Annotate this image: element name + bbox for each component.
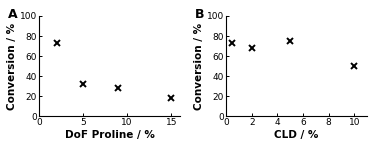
Text: B: B [195,8,205,21]
Text: A: A [8,8,18,21]
Y-axis label: Conversion / %: Conversion / % [194,22,204,110]
Y-axis label: Conversion / %: Conversion / % [7,22,17,110]
X-axis label: CLD / %: CLD / % [275,130,319,140]
X-axis label: DoF Proline / %: DoF Proline / % [65,130,154,140]
